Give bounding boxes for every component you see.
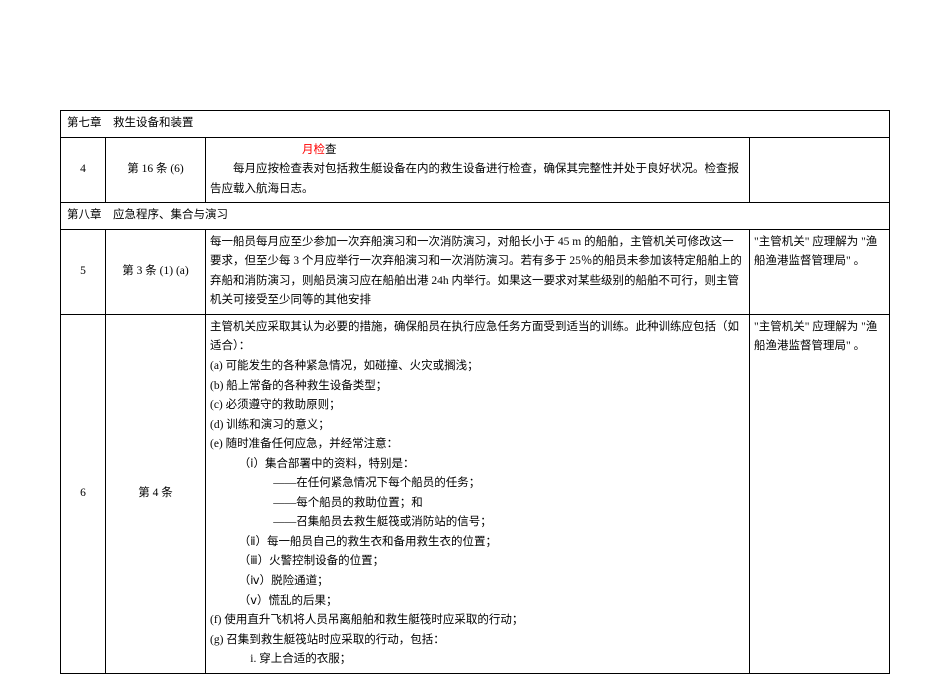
row4-after: 查 [325, 144, 337, 156]
row6-article: 第 4 条 [106, 314, 206, 673]
row6-e-i-3: ——召集船员去救生艇筏或消防站的信号； [210, 513, 745, 533]
row-4: 4 第 16 条 (6) 月检查 每月应按检查表对包括救生艇设备在内的救生设备进… [61, 137, 890, 203]
row5-article: 第 3 条 (1) (a) [106, 229, 206, 314]
section7-header-row: 第七章 救生设备和装置 [61, 111, 890, 138]
row6-note: "主管机关" 应理解为 "渔船渔港监督管理局" 。 [750, 314, 890, 673]
row6-e: (e) 随时准备任何应急，并经常注意： [210, 435, 745, 455]
row5-note: "主管机关" 应理解为 "渔船渔港监督管理局" 。 [750, 229, 890, 314]
section8-header-row: 第八章 应急程序、集合与演习 [61, 203, 890, 230]
row4-desc-line1: 月检查 [210, 144, 337, 156]
row4-article: 第 16 条 (6) [106, 137, 206, 203]
regulation-table: 第七章 救生设备和装置 4 第 16 条 (6) 月检查 每月应按检查表对包括救… [60, 110, 890, 674]
row6-b: (b) 船上常备的各种救生设备类型； [210, 377, 745, 397]
row6-intro: 主管机关应采取其认为必要的措施，确保船员在执行应急任务方面受到适当的训练。此种训… [210, 318, 745, 357]
row4-note [750, 137, 890, 203]
row6-e-iv: （ⅳ）脱险通道； [210, 572, 745, 592]
section8-title: 第八章 应急程序、集合与演习 [61, 203, 890, 230]
row4-desc: 月检查 每月应按检查表对包括救生艇设备在内的救生设备进行检查，确保其完整性并处于… [206, 137, 750, 203]
row6-e-i-2: ——每个船员的救助位置；和 [210, 494, 745, 514]
row5-desc: 每一船员每月应至少参加一次弃船演习和一次消防演习，对船长小于 45 m 的船舶，… [206, 229, 750, 314]
row6-f: (f) 使用直升飞机将人员吊离船舶和救生艇筏时应采取的行动； [210, 611, 745, 631]
row6-e-i-1: ——在任何紧急情况下每个船员的任务； [210, 474, 745, 494]
row6-num: 6 [61, 314, 106, 673]
row6-g: (g) 召集到救生艇筏站时应采取的行动，包括： [210, 631, 745, 651]
row-6: 6 第 4 条 主管机关应采取其认为必要的措施，确保船员在执行应急任务方面受到适… [61, 314, 890, 673]
row6-c: (c) 必须遵守的救助原则； [210, 396, 745, 416]
row6-a: (a) 可能发生的各种紧急情况，如碰撞、火灾或搁浅； [210, 357, 745, 377]
row6-e-v: （ⅴ）慌乱的后果； [210, 592, 745, 612]
row5-num: 5 [61, 229, 106, 314]
row-5: 5 第 3 条 (1) (a) 每一船员每月应至少参加一次弃船演习和一次消防演习… [61, 229, 890, 314]
row6-e-ii: （ⅱ）每一船员自己的救生衣和备用救生衣的位置； [210, 533, 745, 553]
row6-d: (d) 训练和演习的意义； [210, 416, 745, 436]
row6-e-i: （ⅰ）集合部署中的资料，特别是： [210, 455, 745, 475]
row6-desc: 主管机关应采取其认为必要的措施，确保船员在执行应急任务方面受到适当的训练。此种训… [206, 314, 750, 673]
row4-body: 每月应按检查表对包括救生艇设备在内的救生设备进行检查，确保其完整性并处于良好状况… [210, 160, 745, 199]
row6-g-i: i. 穿上合适的衣服； [210, 650, 745, 670]
row6-e-iii: （ⅲ）火警控制设备的位置； [210, 552, 745, 572]
row4-num: 4 [61, 137, 106, 203]
section7-title: 第七章 救生设备和装置 [61, 111, 890, 138]
row4-highlight: 月检 [302, 144, 325, 156]
